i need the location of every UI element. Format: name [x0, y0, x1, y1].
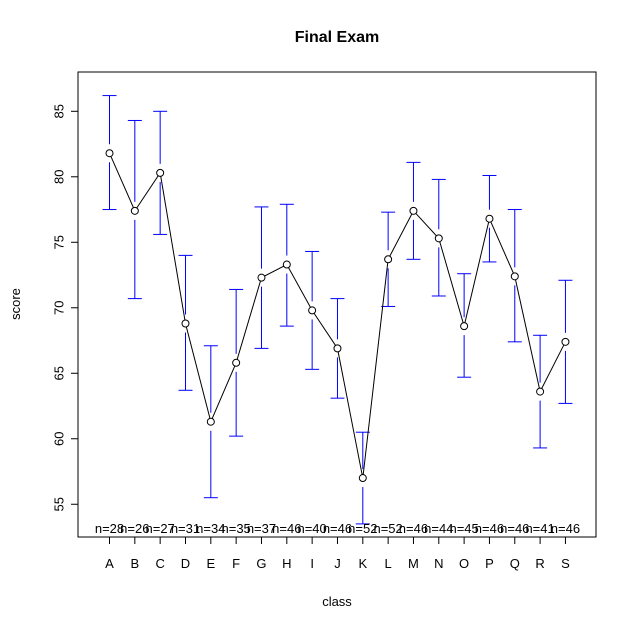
x-tick-label: E — [206, 556, 215, 571]
data-point — [510, 272, 519, 281]
y-tick-label: 70 — [52, 301, 67, 315]
data-point — [333, 344, 342, 353]
data-point — [485, 214, 494, 223]
data-point — [409, 206, 418, 215]
x-tick-label: K — [358, 556, 367, 571]
x-tick-label: R — [535, 556, 544, 571]
x-tick-label: Q — [510, 556, 520, 571]
y-tick-label: 55 — [52, 497, 67, 511]
n-label: n=34 — [196, 521, 225, 536]
x-tick-label: J — [334, 556, 341, 571]
n-label: n=28 — [95, 521, 124, 536]
data-point — [358, 474, 367, 483]
error-bar — [203, 345, 218, 499]
data-point — [282, 260, 291, 269]
n-label: n=46 — [399, 521, 428, 536]
n-labels: n=28n=26n=27n=31n=34n=35n=37n=46n=40n=46… — [95, 521, 580, 536]
n-label: n=46 — [500, 521, 529, 536]
x-tick-label: H — [282, 556, 291, 571]
n-label: n=46 — [323, 521, 352, 536]
n-label: n=52 — [348, 521, 377, 536]
x-tick-label: N — [434, 556, 443, 571]
x-tick-label: P — [485, 556, 494, 571]
x-tick-label: M — [408, 556, 419, 571]
x-tick-label: I — [310, 556, 314, 571]
y-axis-label: score — [8, 288, 23, 320]
n-label: n=27 — [146, 521, 175, 536]
n-label: n=44 — [424, 521, 453, 536]
data-point — [561, 337, 570, 346]
error-bar — [127, 119, 142, 300]
error-bar — [330, 298, 345, 399]
n-label: n=31 — [171, 521, 200, 536]
y-axis: 55 60 65 70 75 80 85 — [52, 104, 79, 511]
n-label: n=46 — [475, 521, 504, 536]
n-label: n=52 — [373, 521, 402, 536]
x-tick-label: G — [256, 556, 266, 571]
x-tick-label: B — [130, 556, 139, 571]
data-points — [105, 149, 570, 483]
n-label: n=26 — [120, 521, 149, 536]
error-bar — [153, 110, 168, 235]
x-tick-label: L — [385, 556, 392, 571]
error-bar — [457, 273, 472, 378]
error-bar — [102, 95, 117, 211]
n-label: n=46 — [551, 521, 580, 536]
error-bar — [178, 254, 193, 391]
error-bar — [305, 250, 320, 370]
y-tick-label: 85 — [52, 104, 67, 118]
error-bar — [482, 174, 497, 263]
data-point — [536, 387, 545, 396]
data-point — [156, 168, 165, 177]
y-tick-label: 75 — [52, 235, 67, 249]
error-bar — [229, 288, 244, 437]
n-label: n=45 — [449, 521, 478, 536]
x-axis-label: class — [322, 594, 352, 609]
x-tick-label: D — [181, 556, 190, 571]
x-tick-label: A — [105, 556, 114, 571]
error-bars — [102, 95, 573, 525]
data-point — [308, 306, 317, 315]
error-bar — [381, 211, 396, 307]
n-label: n=40 — [297, 521, 326, 536]
data-point — [105, 149, 114, 158]
y-tick-label: 65 — [52, 366, 67, 380]
data-point — [232, 358, 241, 367]
y-tick-label: 80 — [52, 170, 67, 184]
x-tick-label: S — [561, 556, 570, 571]
error-bar — [279, 203, 294, 327]
data-point — [257, 273, 266, 282]
data-point — [206, 417, 215, 426]
error-bar — [533, 334, 548, 449]
error-bar — [558, 279, 573, 404]
n-label: n=37 — [247, 521, 276, 536]
error-bar — [507, 209, 522, 343]
chart-title: Final Exam — [295, 29, 379, 46]
x-tick-label: F — [232, 556, 240, 571]
y-tick-label: 60 — [52, 432, 67, 446]
x-tick-label: C — [155, 556, 164, 571]
data-point — [460, 322, 469, 331]
error-bar — [406, 161, 421, 260]
data-point — [130, 206, 139, 215]
error-bar — [355, 431, 370, 525]
n-label: n=41 — [525, 521, 554, 536]
data-point — [434, 234, 443, 243]
x-tick-label: O — [459, 556, 469, 571]
error-bar — [431, 178, 446, 297]
data-point — [181, 319, 190, 328]
error-bar — [254, 206, 269, 349]
n-label: n=35 — [222, 521, 251, 536]
n-label: n=46 — [272, 521, 301, 536]
data-point — [384, 255, 393, 264]
